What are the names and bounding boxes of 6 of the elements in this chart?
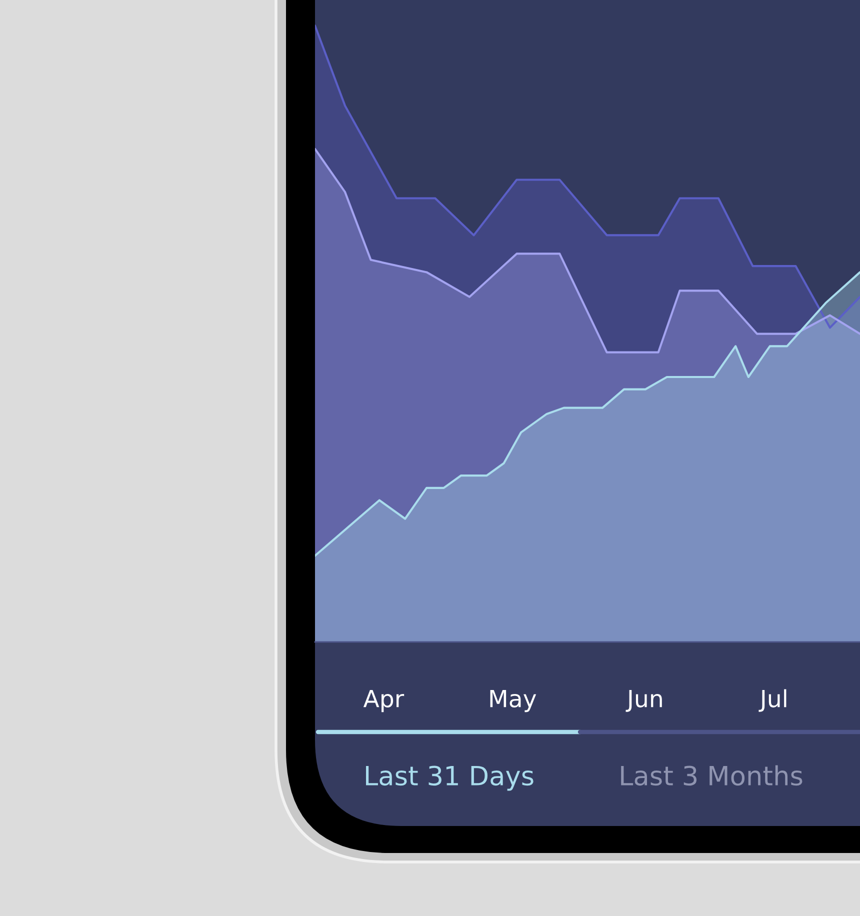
text: Last 31 Days <box>366 766 534 791</box>
text: Last 3 Months <box>621 765 802 786</box>
x-tick-label: May <box>490 690 536 712</box>
x-tick-label: Apr <box>363 690 404 712</box>
x-tick-label: Jun <box>626 690 662 712</box>
x-tick-label: Jul <box>758 689 786 712</box>
